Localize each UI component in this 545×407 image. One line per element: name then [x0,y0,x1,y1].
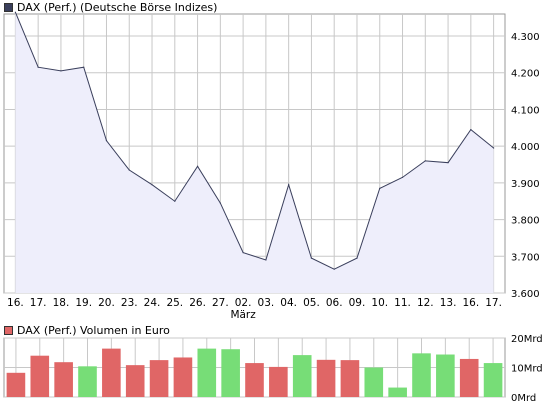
price-point [83,66,85,68]
price-legend-swatch [4,2,13,12]
price-point [356,257,358,259]
x-tick-label: 23. [121,297,138,309]
x-tick-label: 13. [440,297,457,309]
volume-bar [245,363,264,397]
volume-bar [436,354,455,397]
volume-y-tick-label: 10Mrd [511,364,543,375]
x-tick-label: 24. [144,297,161,309]
price-y-tick-label: 4.000 [511,142,540,153]
volume-bar [221,349,240,397]
volume-bar [102,348,121,397]
x-tick-label: 04. [280,297,297,309]
price-point [37,66,39,68]
price-y-tick-label: 4.200 [511,69,540,80]
volume-legend-label: DAX (Perf.) Volumen in Euro [17,323,170,337]
price-y-tick-label: 4.100 [511,105,540,116]
x-tick-label: 02. [235,297,252,309]
x-tick-label: 25. [166,297,183,309]
x-tick-label: 19. [75,297,92,309]
price-point [128,169,130,171]
price-point [174,200,176,202]
x-tick-label: 03. [258,297,275,309]
x-tick-label: 17. [485,297,502,309]
price-area [15,12,494,294]
volume-bar [149,360,169,397]
x-tick-label: 05. [303,297,320,309]
price-point [470,129,472,131]
price-point [105,140,108,142]
x-tick-label: 09. [349,297,366,309]
x-tick-label: 18. [53,297,70,309]
price-y-tick-label: 4.300 [511,32,540,43]
x-tick-label: 11. [394,297,411,309]
x-tick-label: 10. [371,297,388,309]
price-point [333,268,335,270]
volume-y-tick-label: 0Mrd [511,393,536,404]
volume-bar [364,367,384,397]
volume-bar [316,359,336,397]
volume-bar [54,362,73,397]
volume-bar [125,365,145,397]
price-point [310,257,313,259]
price-point [401,176,404,178]
volume-bar [30,355,50,397]
price-point [219,202,221,204]
volume-legend: DAX (Perf.) Volumen in Euro [4,323,170,337]
price-y-tick-label: 3.900 [511,179,540,190]
volume-bar [412,353,431,397]
price-point [288,184,290,186]
volume-legend-swatch [4,325,13,335]
price-point [379,187,381,189]
volume-bar [6,372,26,397]
price-y-tick-label: 3.600 [511,289,540,300]
volume-bar [483,363,503,397]
price-point [424,160,426,162]
x-tick-label: 17. [30,297,47,309]
volume-bar [78,366,97,397]
price-point [493,147,495,149]
volume-bar [388,387,407,397]
price-point [196,165,199,167]
x-tick-label: 12. [417,297,434,309]
price-line [14,11,494,270]
volume-bar [269,366,288,397]
x-tick-label: 26. [189,297,206,309]
price-point [60,70,62,72]
price-legend: DAX (Perf.) (Deutsche Börse Indizes) [4,0,217,14]
price-point [242,252,244,254]
volume-y-tick-label: 20Mrd [511,334,543,345]
volume-bar [459,358,479,397]
x-tick-label: 20. [98,297,115,309]
price-point [151,184,153,186]
price-y-tick-label: 3.800 [511,216,540,227]
volume-bar [292,355,312,397]
price-point [447,162,449,164]
month-label: März [230,309,256,321]
volume-bar [340,360,360,397]
price-y-tick-label: 3.700 [511,252,540,263]
x-tick-label: 16. [7,297,24,309]
price-point [265,259,267,261]
price-point [14,11,16,13]
x-tick-label: 06. [326,297,343,309]
x-tick-label: 27. [212,297,229,309]
volume-bar [197,348,217,397]
x-tick-label: 16. [462,297,479,309]
volume-bar [173,357,193,397]
price-legend-label: DAX (Perf.) (Deutsche Börse Indizes) [17,0,218,14]
